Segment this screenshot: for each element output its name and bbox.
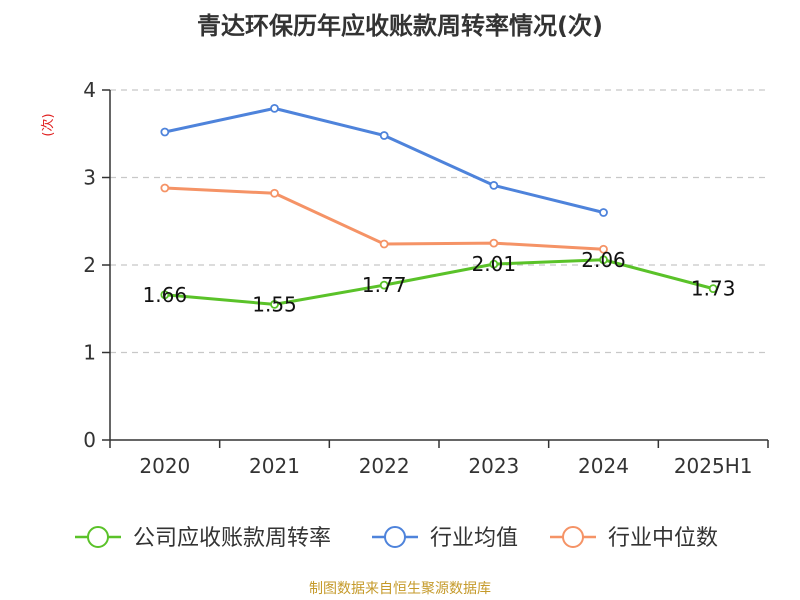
data-point [489, 238, 499, 248]
legend-item: 行业均值 [372, 526, 518, 551]
series-line [164, 106, 604, 214]
data-point [160, 183, 170, 193]
x-tick-label: 2025H1 [674, 454, 753, 478]
data-point [708, 284, 718, 294]
x-tick-label: 2024 [578, 454, 629, 478]
x-tick-label: 2021 [249, 454, 300, 478]
data-point [270, 299, 279, 309]
data-point [379, 280, 389, 290]
legend-marker [384, 526, 406, 548]
data-label: 2.06 [581, 248, 626, 272]
data-point [270, 103, 279, 113]
y-axis-label: (次) [40, 113, 56, 136]
x-tick-label: 2022 [359, 454, 410, 478]
data-label: 1.77 [362, 273, 407, 297]
data-point [599, 208, 608, 217]
series-3 [160, 183, 608, 254]
data-point [379, 131, 389, 140]
y-tick-label: 0 [83, 428, 96, 452]
legend-item: 公司应收账款周转率 [75, 526, 331, 551]
data-point [379, 239, 389, 249]
gridlines [110, 89, 768, 354]
legend-label: 行业中位数 [608, 526, 718, 551]
x-tick-label: 2020 [139, 454, 190, 478]
data-label: 1.73 [691, 277, 736, 301]
data-point [270, 188, 279, 198]
axes: 0 1 2 3 4 2020 2021 2022 2023 2024 2025H1 [83, 78, 769, 478]
y-tick-label: 4 [83, 78, 96, 102]
y-tick-label: 2 [83, 253, 96, 277]
x-tick-label: 2023 [468, 454, 519, 478]
data-point [599, 244, 608, 254]
y-tick-label: 1 [83, 341, 96, 365]
legend-label: 公司应收账款周转率 [133, 526, 331, 551]
series-2 [160, 103, 608, 217]
data-point [489, 180, 499, 190]
legend: 公司应收账款周转率 行业均值 行业中位数 [75, 526, 718, 551]
data-label: 1.66 [143, 283, 188, 307]
chart-title: 青达环保历年应收账款周转率情况(次) [197, 12, 603, 40]
legend-item: 行业中位数 [550, 526, 718, 551]
data-point [160, 127, 170, 137]
source-note: 制图数据来自恒生聚源数据库 [309, 581, 491, 597]
series-layer [160, 103, 718, 309]
data-label: 2.01 [472, 252, 517, 276]
series-1 [160, 255, 718, 309]
data-point [599, 255, 608, 265]
data-labels: 1.66 1.55 1.77 2.01 2.06 1.73 [143, 248, 736, 317]
series-line [164, 258, 714, 306]
legend-marker [562, 526, 584, 548]
data-label: 1.55 [252, 292, 297, 316]
y-tick-label: 3 [83, 166, 96, 190]
data-point [489, 259, 499, 269]
data-point [160, 290, 170, 300]
legend-marker [87, 526, 109, 548]
legend-label: 行业均值 [430, 526, 518, 551]
